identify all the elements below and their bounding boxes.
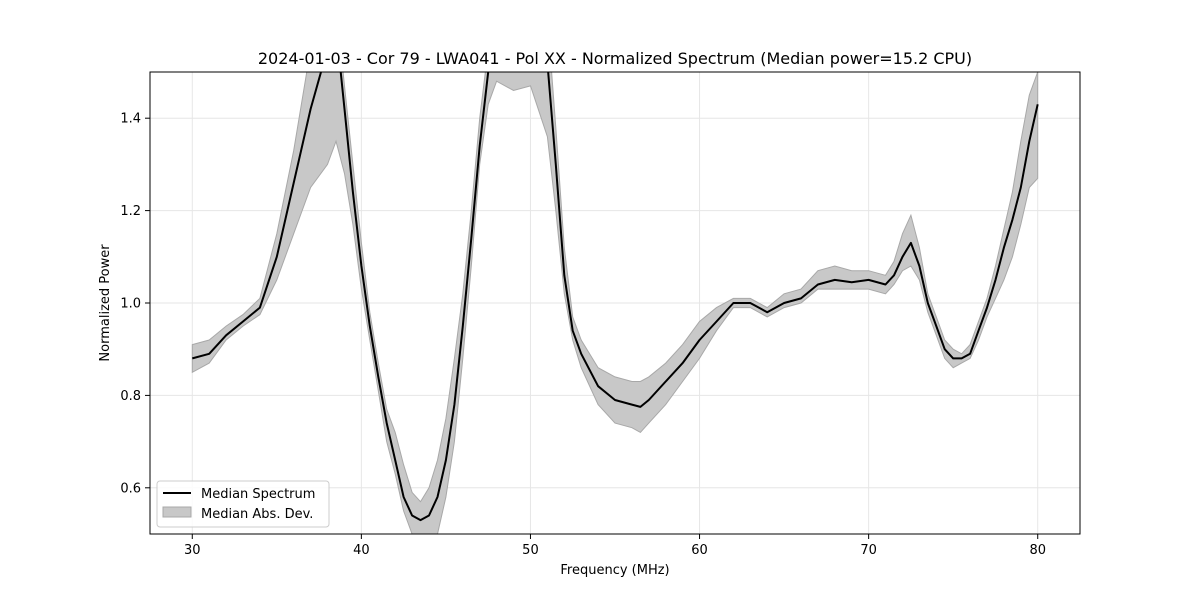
- legend-box: [156, 480, 330, 528]
- x-tick-label: 40: [353, 543, 370, 558]
- legend: Median Spectrum Median Abs. Dev.: [156, 480, 330, 528]
- mad-band: [191, 72, 1039, 534]
- y-tick-label: 0.6: [120, 481, 141, 496]
- legend-label-median-spectrum: Median Spectrum: [201, 487, 315, 502]
- x-tick-label: 60: [691, 543, 708, 558]
- y-tick-label: 1.0: [120, 297, 141, 312]
- median-line-layer: [192, 72, 1039, 522]
- x-axis-ticks: 30 40 50 60 70 80: [184, 534, 1046, 558]
- x-tick-label: 80: [1029, 543, 1046, 558]
- x-axis-label: Frequency (MHz): [560, 563, 669, 578]
- chart-title: 2024-01-03 - Cor 79 - LWA041 - Pol XX - …: [258, 49, 972, 68]
- x-tick-label: 50: [522, 543, 539, 558]
- grid: [150, 72, 1080, 534]
- y-tick-label: 1.4: [120, 112, 141, 127]
- mad-band-layer: [191, 72, 1039, 534]
- x-tick-label: 30: [184, 543, 201, 558]
- legend-label-median-abs-dev: Median Abs. Dev.: [201, 507, 313, 522]
- median-spectrum-line: [192, 72, 1039, 522]
- y-axis-ticks: 0.6 0.8 1.0 1.2 1.4: [120, 112, 150, 496]
- y-tick-label: 1.2: [120, 204, 141, 219]
- y-axis-label: Normalized Power: [98, 244, 113, 362]
- y-tick-label: 0.8: [120, 389, 141, 404]
- x-tick-label: 70: [860, 543, 877, 558]
- legend-band-swatch: [162, 506, 192, 518]
